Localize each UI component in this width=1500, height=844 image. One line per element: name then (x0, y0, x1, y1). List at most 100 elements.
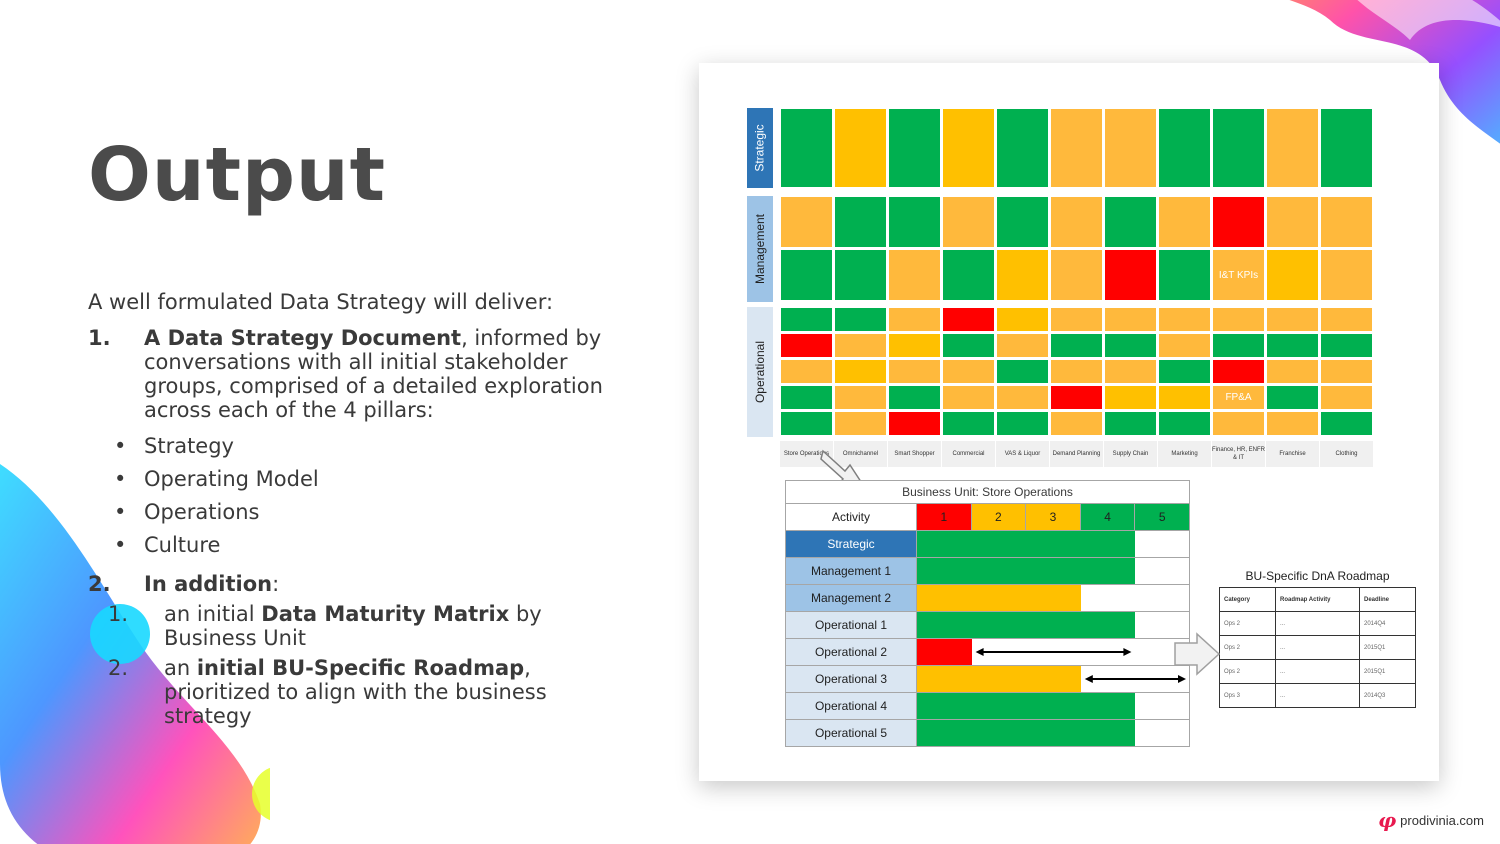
list-item-2: 2. In addition: (88, 572, 628, 596)
roadmap-title: BU-Specific DnA Roadmap (1245, 569, 1390, 583)
matrix-cell (996, 249, 1049, 301)
sub-text: an (164, 656, 197, 680)
matrix-cell (834, 411, 887, 436)
matrix-cell (1158, 359, 1211, 384)
sub-item-1: 1. an initial Data Maturity Matrix by Bu… (88, 602, 628, 650)
business-unit-header: Commercial (942, 441, 995, 467)
roadmap-cell: ... (1275, 611, 1360, 636)
matrix-cell (888, 108, 941, 188)
matrix-cell (1266, 333, 1319, 358)
brand-logo-icon: φ (1378, 808, 1397, 832)
matrix-cell (1050, 359, 1103, 384)
matrix-cell (780, 333, 833, 358)
matrix-row (780, 108, 1374, 188)
management-label: Management (747, 196, 773, 302)
operational-label: Operational (747, 307, 773, 437)
matrix-cell (1320, 359, 1373, 384)
bu-rows: Strategic Management 1 Management 2 Operati… (785, 531, 1190, 747)
pillar-label: Culture (144, 533, 221, 557)
matrix-cell (1050, 307, 1103, 332)
maturity-bar (917, 666, 1081, 692)
matrix-cell (1266, 359, 1319, 384)
business-unit-header: Omnichannel (834, 441, 887, 467)
matrix-cell (1266, 411, 1319, 436)
matrix-cell (942, 385, 995, 410)
matrix-cell: FP&A (1212, 385, 1265, 410)
matrix-cell (1050, 196, 1103, 248)
bu-row-label: Operational 4 (785, 693, 917, 720)
matrix-cell (1266, 108, 1319, 188)
matrix-cell (996, 196, 1049, 248)
roadmap-header: Roadmap Activity (1275, 587, 1360, 612)
roadmap-cell: Ops 2 (1219, 611, 1276, 636)
matrix-cell (834, 196, 887, 248)
matrix-cell (1158, 196, 1211, 248)
bu-row: Management 1 (785, 558, 1190, 585)
double-arrow-icon (1084, 675, 1186, 683)
pillar-item: • Operations (88, 496, 628, 529)
sub-number: 2. (108, 656, 129, 680)
matrix-cell (834, 108, 887, 188)
matrix-cell (780, 359, 833, 384)
maturity-bar (917, 693, 1136, 719)
matrix-cell (1050, 249, 1103, 301)
sub-number: 1. (108, 602, 129, 626)
roadmap-header-row: Category Roadmap Activity Deadline (1219, 587, 1416, 612)
matrix-cell (996, 385, 1049, 410)
pillar-label: Strategy (144, 434, 234, 458)
maturity-bar (917, 531, 1136, 557)
roadmap-cell: Ops 2 (1219, 659, 1276, 684)
bullet-icon: • (114, 533, 127, 557)
maturity-bar (917, 612, 1136, 638)
roadmap-header: Deadline (1359, 587, 1416, 612)
matrix-cell (996, 411, 1049, 436)
roadmap-cell: 2015Q1 (1359, 635, 1416, 660)
list-item-bold: In addition (144, 572, 273, 596)
roadmap-header: Category (1219, 587, 1276, 612)
roadmap-cell: Ops 2 (1219, 635, 1276, 660)
matrix-cell (1050, 385, 1103, 410)
pillar-label: Operating Model (144, 467, 319, 491)
bu-row: Operational 1 (785, 612, 1190, 639)
bu-bar-area (917, 558, 1190, 585)
sub-text: , prioritized to align with the business… (164, 656, 547, 728)
roadmap-row: Ops 2... 2015Q1 (1219, 635, 1416, 660)
roadmap-cell: 2014Q3 (1359, 683, 1416, 708)
matrix-cell (942, 333, 995, 358)
business-unit-header: Marketing (1158, 441, 1211, 467)
matrix-cell (1266, 385, 1319, 410)
matrix-cell (780, 196, 833, 248)
matrix-cell (942, 411, 995, 436)
bu-row-label: Management 1 (785, 558, 917, 585)
level-header: 3 (1026, 504, 1081, 531)
roadmap-table: Category Roadmap Activity Deadline Ops 2… (1219, 587, 1416, 708)
bu-row: Operational 4 (785, 693, 1190, 720)
matrix-cell (942, 249, 995, 301)
matrix-cell (942, 359, 995, 384)
business-unit-header: Demand Planning (1050, 441, 1103, 467)
matrix-row (780, 307, 1374, 332)
sub-text: by Business Unit (164, 602, 542, 650)
bu-bar-area (917, 585, 1190, 612)
matrix-cell (834, 249, 887, 301)
bu-row-label: Strategic (785, 531, 917, 558)
matrix-cell (1212, 307, 1265, 332)
bu-table-title: Business Unit: Store Operations (785, 480, 1190, 504)
bu-row-label: Management 2 (785, 585, 917, 612)
matrix-cell (1050, 108, 1103, 188)
body-text: A well formulated Data Strategy will del… (88, 290, 628, 728)
matrix-cell (888, 249, 941, 301)
matrix-cell (1158, 249, 1211, 301)
matrix-row (780, 196, 1374, 248)
bu-bar-area (917, 693, 1190, 720)
matrix-cell (1266, 307, 1319, 332)
list-item-bold: A Data Strategy Document (144, 326, 462, 350)
bu-bar-area (917, 666, 1190, 693)
sub-bold: Data Maturity Matrix (261, 602, 510, 626)
activity-header: Activity (785, 504, 917, 531)
matrix-cell (1158, 307, 1211, 332)
business-unit-header: Franchise (1266, 441, 1319, 467)
bu-row: Management 2 (785, 585, 1190, 612)
matrix-cell (888, 411, 941, 436)
